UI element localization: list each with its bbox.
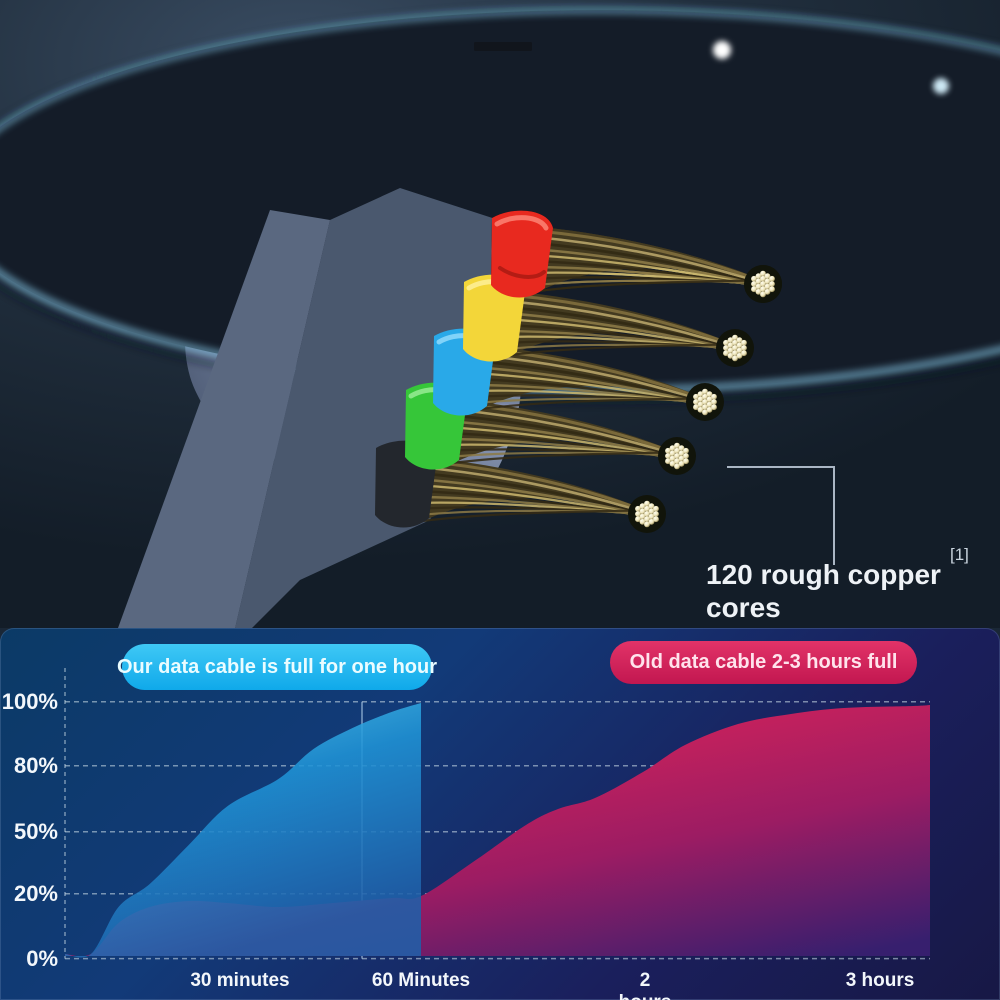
- svg-text:0%: 0%: [26, 946, 58, 971]
- svg-text:hours: hours: [619, 992, 672, 1000]
- svg-text:60 Minutes: 60 Minutes: [372, 970, 470, 991]
- svg-text:80%: 80%: [14, 753, 58, 778]
- svg-text:3 hours: 3 hours: [846, 970, 915, 991]
- svg-text:100%: 100%: [2, 689, 58, 714]
- svg-text:2: 2: [640, 970, 651, 991]
- svg-text:30 minutes: 30 minutes: [190, 970, 289, 991]
- svg-text:50%: 50%: [14, 819, 58, 844]
- svg-text:20%: 20%: [14, 881, 58, 906]
